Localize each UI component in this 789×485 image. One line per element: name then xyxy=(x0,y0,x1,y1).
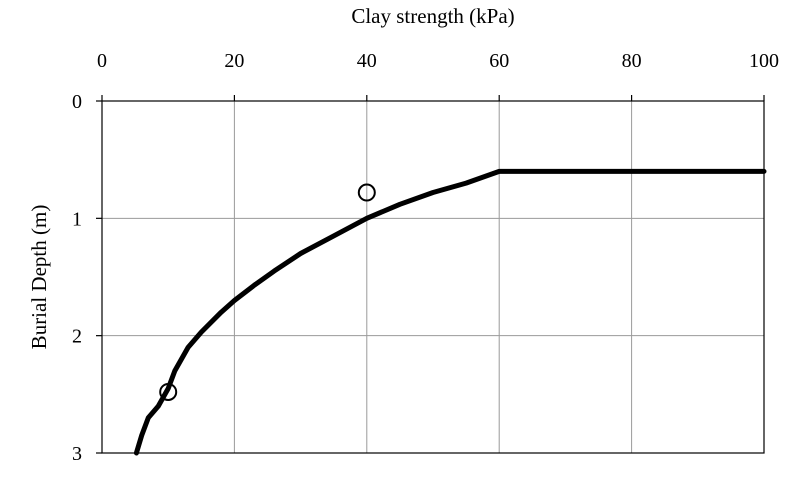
y-tick-label: 3 xyxy=(72,443,82,465)
series-line xyxy=(133,168,767,456)
grid xyxy=(102,101,764,453)
series-layer xyxy=(133,168,767,456)
data-point xyxy=(357,183,376,202)
x-tick-label: 0 xyxy=(97,50,107,72)
y-tick-label: 2 xyxy=(72,326,82,348)
x-tick-label: 80 xyxy=(622,50,642,72)
axis-ticks xyxy=(96,95,765,454)
y-tick-labels: 0 1 2 3 xyxy=(72,91,82,465)
x-tick-label: 60 xyxy=(489,50,509,72)
x-tick-label: 100 xyxy=(749,50,779,72)
x-axis-title: Clay strength (kPa) xyxy=(351,4,514,28)
y-tick-label: 0 xyxy=(72,91,82,113)
x-tick-labels: 0 20 40 60 80 100 xyxy=(97,50,779,72)
x-tick-label: 20 xyxy=(224,50,244,72)
y-axis-title: Burial Depth (m) xyxy=(27,205,51,350)
y-tick-label: 1 xyxy=(72,208,82,230)
data-point xyxy=(159,382,178,401)
plot-frame xyxy=(101,100,765,454)
x-tick-label: 40 xyxy=(357,50,377,72)
